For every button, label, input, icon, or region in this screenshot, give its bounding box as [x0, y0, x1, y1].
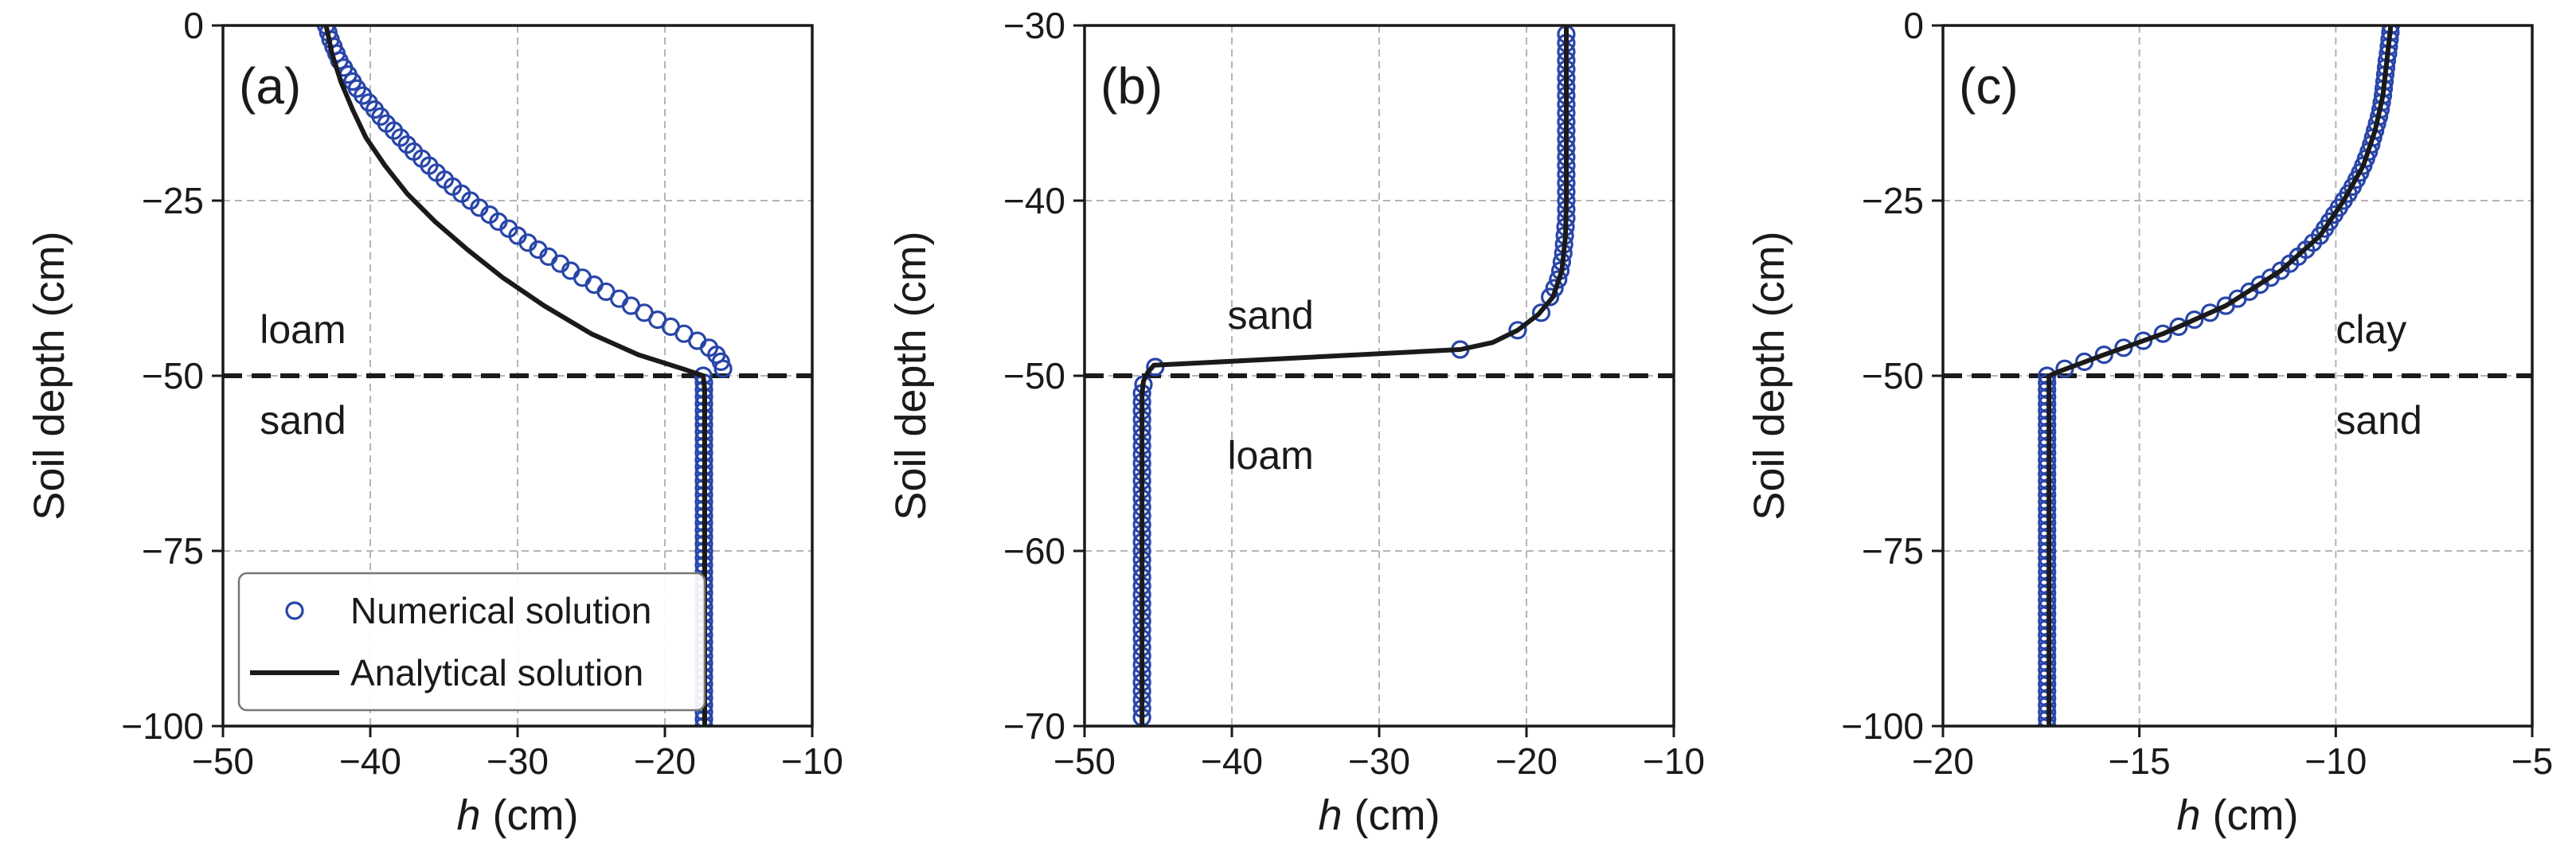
x-tick-label: −10 [2304, 740, 2367, 782]
x-axis-label: h (cm) [457, 791, 579, 839]
y-tick-label: −40 [1003, 180, 1065, 221]
x-tick-label: −30 [487, 740, 549, 782]
numerical-solution-marker [1531, 303, 1551, 322]
y-tick-label: −25 [1862, 180, 1924, 221]
y-axis-label: Soil depth (cm) [25, 231, 73, 520]
analytical-solution-line [2046, 25, 2394, 726]
x-axis-unit: (cm) [481, 791, 579, 839]
x-axis-symbol: h [2177, 791, 2201, 839]
x-axis-unit: (cm) [1343, 791, 1440, 839]
numerical-solution-marker [2200, 303, 2220, 322]
x-tick-label: −30 [1348, 740, 1410, 782]
y-tick-label: −50 [142, 355, 204, 396]
y-tick-label: −75 [142, 530, 204, 572]
x-tick-label: −10 [1643, 740, 1705, 782]
layer-label: sand [260, 398, 346, 443]
y-tick-label: −50 [1003, 355, 1065, 396]
numerical-solution-marker [2094, 346, 2113, 365]
y-tick-label: −60 [1003, 530, 1065, 572]
y-tick-label: −70 [1003, 705, 1065, 747]
numerical-solution-marker [2185, 310, 2204, 330]
y-axis-label: Soil depth (cm) [887, 231, 935, 520]
numerical-solution-marker [1540, 287, 1560, 307]
layer-label: clay [2336, 307, 2406, 352]
numerical-solution-marker [610, 289, 629, 308]
x-tick-label: −40 [1201, 740, 1263, 782]
panel-label: (a) [239, 57, 301, 115]
panel-b: −50 −40 −30 −20 −10 −30 −40 −50 −60 −70 h (cm) Soil… [887, 5, 1705, 839]
layer-label: sand [2336, 398, 2422, 443]
plot-area [2038, 25, 2400, 726]
numerical-solution-marker [2134, 331, 2153, 350]
legend-entry-label: Analytical solution [350, 652, 643, 693]
numerical-solution-marker [2169, 317, 2188, 336]
x-tick-label: −15 [2109, 740, 2171, 782]
y-tick-label: −25 [142, 180, 204, 221]
x-axis-label: h (cm) [2177, 791, 2299, 839]
legend: Numerical solution Analytical solution [237, 572, 706, 712]
numerical-solution-marker [2153, 324, 2172, 343]
numerical-solution-marker [584, 275, 604, 295]
numerical-solution-marker [2114, 338, 2133, 357]
y-tick-label: −50 [1862, 355, 1924, 396]
layer-label: sand [1227, 293, 1313, 338]
x-axis-label: h (cm) [1319, 791, 1440, 839]
numerical-solution-marker [688, 331, 707, 350]
x-axis-symbol: h [457, 791, 481, 839]
layer-label: loam [260, 307, 346, 352]
x-axis-symbol: h [1319, 791, 1343, 839]
plot-area [1132, 25, 1576, 726]
y-tick-label: −100 [121, 705, 204, 747]
layer-label: loam [1227, 433, 1313, 478]
x-tick-label: −50 [192, 740, 254, 782]
legend-box [237, 572, 706, 712]
x-tick-label: −40 [339, 740, 401, 782]
x-axis-unit: (cm) [2201, 791, 2299, 839]
panel-label: (b) [1100, 57, 1163, 115]
analytical-solution-line [1139, 25, 1569, 726]
x-tick-label: −5 [2512, 740, 2553, 782]
analytical-solution-line [323, 25, 707, 726]
legend-marker-circle [285, 601, 304, 620]
numerical-solution-marker [2216, 296, 2235, 315]
y-tick-label: −100 [1841, 705, 1924, 747]
y-tick-label: 0 [1903, 5, 1924, 46]
y-tick-label: −75 [1862, 530, 1924, 572]
legend-entry-label: Numerical solution [350, 590, 651, 631]
numerical-solution-marker [1508, 321, 1527, 340]
y-tick-label: −30 [1003, 5, 1065, 46]
panel-label: (c) [1959, 57, 2019, 115]
y-axis-label: Soil depth (cm) [1745, 231, 1793, 520]
y-tick-label: 0 [183, 5, 204, 46]
numerical-solution-marker [2075, 352, 2094, 371]
x-tick-label: −20 [1912, 740, 1974, 782]
x-tick-label: −20 [1495, 740, 1558, 782]
x-tick-label: −10 [781, 740, 843, 782]
numerical-solution-marker [573, 268, 592, 287]
numerical-solution-marker [713, 359, 733, 378]
x-tick-label: −20 [634, 740, 696, 782]
x-tick-label: −50 [1053, 740, 1116, 782]
